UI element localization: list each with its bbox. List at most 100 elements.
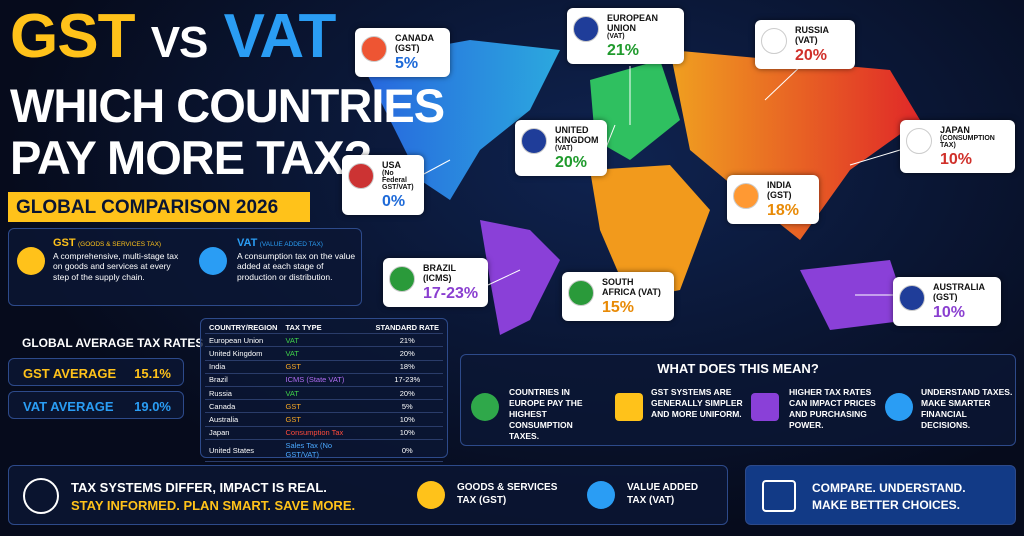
cta-text: COMPARE. UNDERSTAND. MAKE BETTER CHOICES… [812,481,966,512]
africa [590,165,710,300]
badge: GLOBAL COMPARISON 2026 [8,192,310,222]
table-row: Canada GST 5% [205,399,443,414]
gst-def-title: GST [53,237,76,249]
callout-name: AUSTRALIA (GST) [933,282,985,302]
callout-rate: 15% [602,299,635,316]
callout-name: UNITED KINGDOM [555,125,599,145]
callout: CANADA (GST) 5% [355,28,450,77]
table-row: Australia GST 10% [205,412,443,427]
callout: UNITED KINGDOM (VAT) 20% [515,120,607,176]
table-cell: GST [281,360,372,374]
flag [761,28,787,54]
callout-sub: (No Federal GST/VAT) [382,170,414,191]
vat-def: VAT (VALUE ADDED TAX) A consumption tax o… [237,237,359,283]
title-line2: WHICH COUNTRIES [10,79,445,132]
icon-chart [751,393,779,421]
avg-label: GST AVERAGE [23,366,117,381]
gst-def-subtitle: (GOODS & SERVICES TAX) [78,241,162,248]
callout-rate: 10% [933,304,966,321]
table-cell: VAT [281,346,372,361]
table-cell: GST [281,399,372,414]
table-cell: United States [205,439,282,462]
table-cell: Sales Tax (No GST/VAT) [281,439,372,462]
vat-icon [587,481,615,509]
table-cell: 18% [371,360,443,374]
meaning-item: UNDERSTAND TAXES. MAKE SMARTER FINANCIAL… [921,387,1013,431]
table-cell: 21% [371,333,443,348]
flag [361,36,387,62]
footer-line2: STAY INFORMED. PLAN SMART. SAVE MORE. [71,498,356,513]
table-cell: VAT [281,333,372,348]
callout-sub: (CONSUMPTION TAX) [940,135,995,149]
callout: EUROPEAN UNION (VAT) 21% [567,8,684,64]
callout-name: INDIA (GST) [767,180,792,200]
callout-rate: 5% [395,55,419,72]
south-america [480,220,560,335]
table-cell: 10% [371,426,443,440]
header-row: COUNTRY/REGION TAX TYPE STANDARD RATE [205,321,443,335]
icon-growth [762,480,796,512]
table-row: European Union VAT 21% [205,333,443,348]
title-line1: GST VS VAT [10,6,336,68]
vat-def-text: A consumption tax on the value added at … [237,250,356,282]
callout-rate: 10% [940,151,973,168]
callout-sub: (VAT) [607,33,625,40]
footer-line1: TAX SYSTEMS DIFFER, IMPACT IS REAL. [71,480,327,495]
table-row: Brazil ICMS (State VAT) 17-23% [205,373,443,387]
table-row: United States Sales Tax (No GST/VAT) 0% [205,439,443,462]
meaning-item: COUNTRIES IN EUROPE PAY THE HIGHEST CONS… [509,387,583,442]
callout: AUSTRALIA (GST) 10% [893,277,1001,326]
rates-table: COUNTRY/REGION TAX TYPE STANDARD RATE Euro… [200,318,448,462]
flag [906,128,932,154]
gst-icon [417,481,445,509]
flag [389,266,415,292]
flag [348,163,374,189]
meaning-item: GST SYSTEMS ARE GENERALLY SIMPLER AND MO… [651,387,743,420]
icon-bag [615,393,643,421]
table-cell: European Union [205,333,282,348]
table-cell: 17-23% [371,373,443,387]
avg-value: 19.0% [134,399,171,414]
table-row: India GST 18% [205,360,443,374]
meaning-box: WHAT DOES THIS MEAN? COUNTRIES IN EUROPE… [460,354,1016,446]
footer-box: TAX SYSTEMS DIFFER, IMPACT IS REAL. STAY… [8,465,728,525]
table-cell: 5% [371,399,443,414]
table-row: United Kingdom VAT 20% [205,346,443,361]
europe [590,60,680,160]
table: COUNTRY/REGION TAX TYPE STANDARD RATE Euro… [205,321,443,462]
gst-def: GST (GOODS & SERVICES TAX) A comprehensiv… [53,237,188,283]
table-row: Japan Consumption Tax 10% [205,426,443,440]
avg-value: 15.1% [134,366,171,381]
callout: JAPAN (CONSUMPTION TAX) 10% [900,120,1015,173]
callout-name: RUSSIA (VAT) [795,25,829,45]
table-cell: 20% [371,346,443,361]
callout-name: SOUTH AFRICA (VAT) [602,277,661,297]
callout-rate: 20% [795,47,828,64]
table-cell: Brazil [205,373,282,387]
th: TAX TYPE [281,321,372,335]
table-cell: Consumption Tax [281,426,372,440]
table-cell: Australia [205,412,282,427]
flag [521,128,547,154]
table-cell: 20% [371,386,443,401]
footer-vat: VALUE ADDED TAX (VAT) [627,482,699,506]
title-vs: VS [150,18,209,67]
gst-average: GST AVERAGE 15.1% [8,358,184,386]
vat-icon [199,247,227,275]
definitions-box: GST (GOODS & SERVICES TAX) A comprehensiv… [8,228,362,306]
th: COUNTRY/REGION [205,321,282,335]
table-cell: 0% [371,439,443,462]
table-cell: VAT [281,386,372,401]
icon-globe [471,393,499,421]
callout-rate: 20% [555,154,588,171]
table-cell: ICMS (State VAT) [281,373,372,387]
callout: USA (No Federal GST/VAT) 0% [342,155,424,215]
meaning-title: WHAT DOES THIS MEAN? [657,361,819,376]
callout-rate: 0% [382,193,406,210]
callout-name: JAPAN [940,125,970,135]
vat-def-subtitle: (VALUE ADDED TAX) [259,241,323,248]
callout-sub: (VAT) [555,145,573,152]
callout: SOUTH AFRICA (VAT) 15% [562,272,674,321]
icon-globe [23,478,59,514]
meaning-item: HIGHER TAX RATES CAN IMPACT PRICES AND P… [789,387,876,431]
